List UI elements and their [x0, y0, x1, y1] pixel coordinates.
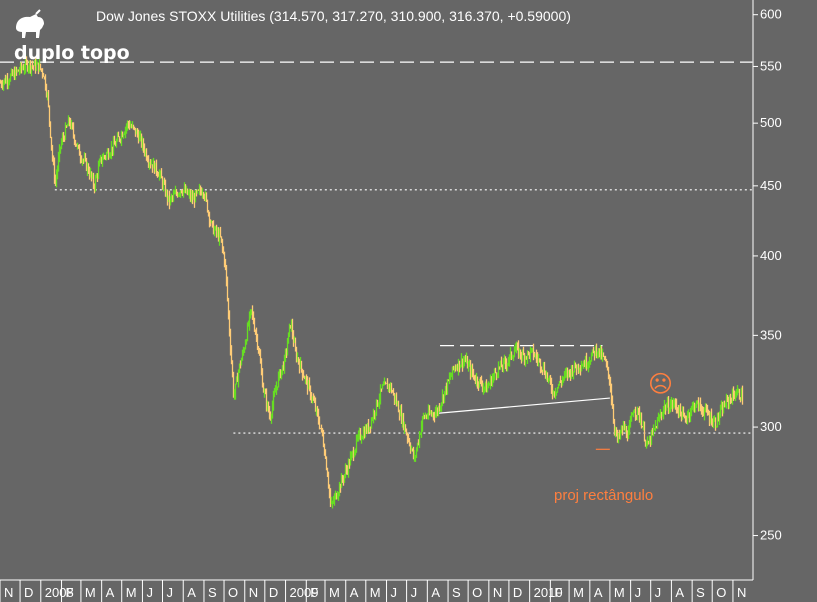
x-tick-label: J	[146, 585, 153, 600]
x-tick-label: N	[249, 585, 258, 600]
x-tick-label: A	[431, 585, 440, 600]
y-tick-label: 550	[760, 58, 782, 73]
x-tick-label: N	[493, 585, 502, 600]
duplo-topo-label: duplo topo	[14, 42, 130, 64]
y-tick-label: 250	[760, 528, 782, 543]
y-axis-panel	[753, 0, 817, 602]
logo-bull-icon	[16, 9, 44, 38]
x-tick-label: F	[66, 585, 74, 600]
x-tick-label: A	[187, 585, 196, 600]
x-tick-label: J	[167, 585, 174, 600]
x-tick-label: A	[675, 585, 684, 600]
y-axis: 250 300 350 400 450 500 550 600	[752, 0, 817, 602]
x-tick-label: M	[85, 585, 96, 600]
x-tick-label: S	[208, 585, 217, 600]
candles	[0, 54, 744, 509]
x-tick-label: 2008	[45, 585, 74, 600]
x-tick-label: J	[635, 585, 642, 600]
x-tick-label: M	[573, 585, 584, 600]
x-tick-label: J	[655, 585, 662, 600]
x-tick-label: O	[716, 585, 726, 600]
x-tick-label: N	[737, 585, 746, 600]
y-tick-label: 600	[760, 7, 782, 22]
x-tick-label: M	[329, 585, 340, 600]
sad-face-icon: ☹	[648, 370, 673, 398]
proj-rectangulo-label: proj rectângulo	[554, 487, 653, 504]
chart-title: Dow Jones STOXX Utilities (314.570, 317.…	[96, 8, 571, 24]
x-tick-label: S	[452, 585, 461, 600]
x-tick-label: 2009	[290, 585, 319, 600]
x-tick-label: A	[594, 585, 603, 600]
rectangle-bottom-line	[436, 397, 610, 414]
y-tick-label: 350	[760, 327, 782, 342]
x-tick-label: M	[370, 585, 381, 600]
x-tick-label: D	[513, 585, 522, 600]
x-tick-label: F	[554, 585, 562, 600]
x-tick-label: N	[4, 585, 13, 600]
annotation-lines	[0, 61, 753, 450]
y-tick-label: 450	[760, 178, 782, 193]
x-tick-label: O	[228, 585, 238, 600]
y-tick-label: 300	[760, 419, 782, 434]
x-tick-label: 2010	[534, 585, 563, 600]
x-tick-label: S	[696, 585, 705, 600]
x-tick-label: M	[614, 585, 625, 600]
x-tick-label: O	[472, 585, 482, 600]
x-tick-label: J	[391, 585, 398, 600]
x-tick-label: D	[24, 585, 33, 600]
y-tick-label: 500	[760, 115, 782, 130]
y-tick-label: 400	[760, 248, 782, 263]
x-tick-label: A	[350, 585, 359, 600]
x-tick-label: F	[310, 585, 318, 600]
x-tick-label: J	[411, 585, 418, 600]
x-tick-label: A	[106, 585, 115, 600]
x-tick-label: D	[269, 585, 278, 600]
x-tick-label: M	[126, 585, 137, 600]
